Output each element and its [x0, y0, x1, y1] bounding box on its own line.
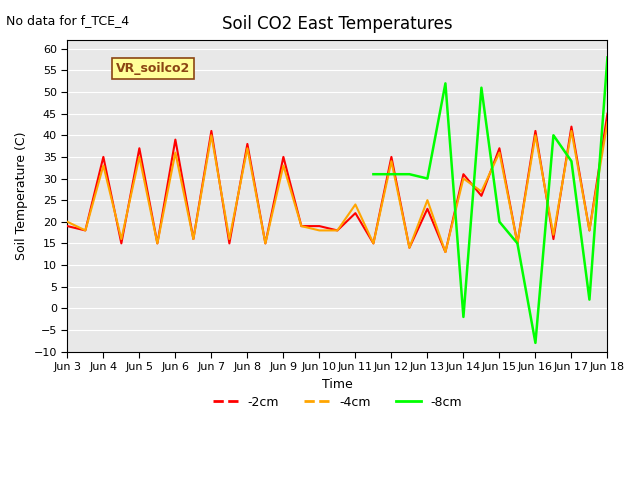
Text: VR_soilco2: VR_soilco2: [116, 62, 190, 75]
Y-axis label: Soil Temperature (C): Soil Temperature (C): [15, 132, 28, 260]
Legend: -2cm, -4cm, -8cm: -2cm, -4cm, -8cm: [207, 391, 467, 414]
Text: No data for f_TCE_4: No data for f_TCE_4: [6, 14, 129, 27]
X-axis label: Time: Time: [322, 377, 353, 391]
Title: Soil CO2 East Temperatures: Soil CO2 East Temperatures: [222, 15, 452, 33]
